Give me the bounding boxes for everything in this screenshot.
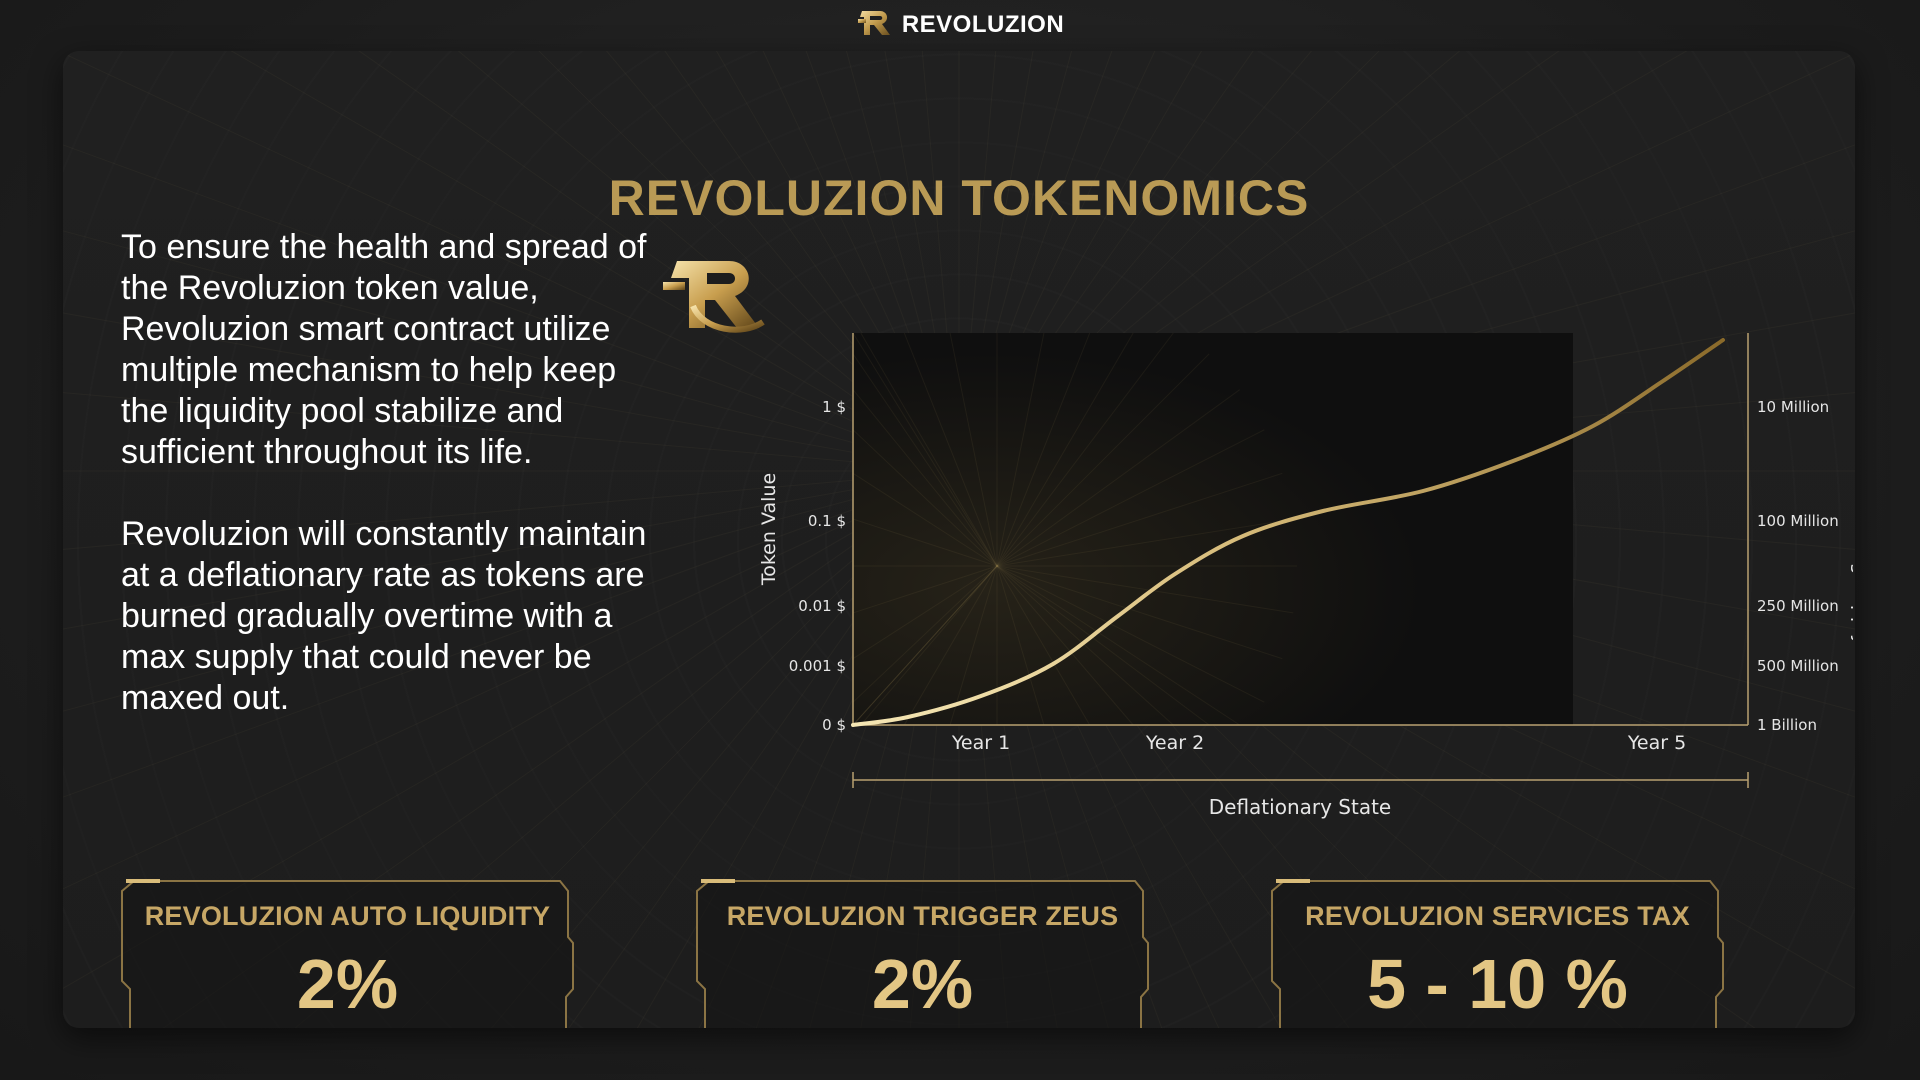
- y2-tick-label: 250 Million: [1757, 597, 1839, 615]
- tax-label: REVOLUZION AUTO LIQUIDITY: [144, 901, 551, 931]
- y-tick-label: 0.001 $: [789, 657, 846, 675]
- x-tick-label: Year 2: [1145, 732, 1204, 754]
- y2-tick-label: 10 Million: [1757, 398, 1829, 416]
- page-title: REVOLUZION TOKENOMICS: [608, 170, 1310, 226]
- y2-tick-label: 1 Billion: [1757, 716, 1817, 734]
- brand[interactable]: REVOLUZION: [856, 5, 1064, 46]
- tax-value: 2%: [871, 945, 974, 1023]
- tax-value: 2%: [296, 945, 399, 1023]
- description: To ensure the health and spread of the R…: [121, 227, 661, 760]
- chart-logo-icon: [663, 261, 765, 333]
- tokenomics-chart: 0 $ 0.001 $ 0.01 $ 0.1 $ 1 $ 1 Billion 500 Mi…: [663, 236, 1855, 836]
- y-axis-label: Token Value: [758, 473, 780, 586]
- plot-area: [853, 333, 1573, 725]
- y2-tick-label: 100 Million: [1757, 512, 1839, 530]
- revoluzion-logo-icon: [856, 5, 894, 46]
- tokenomics-card: REVOLUZION TOKENOMICS To ensure the heal…: [63, 51, 1855, 1028]
- tax-boxes: REVOLUZION AUTO LIQUIDITY 2% REVOLUZION …: [63, 826, 1855, 1028]
- x-tick-label: Year 1: [951, 732, 1010, 754]
- brand-name: REVOLUZION: [901, 11, 1065, 38]
- tax-box-frame: [1271, 879, 1724, 1028]
- tax-box-auto-liquidity: REVOLUZION AUTO LIQUIDITY 2%: [120, 879, 575, 1028]
- tax-value: 5 - 10 %: [1367, 945, 1628, 1023]
- tax-box-services-tax: REVOLUZION SERVICES TAX 5 - 10 %: [1270, 879, 1725, 1028]
- y-tick-label: 1 $: [822, 398, 846, 416]
- x-axis-label: Deflationary State: [1209, 795, 1391, 819]
- y2-tick-label: 500 Million: [1757, 657, 1839, 675]
- y2-axis-label: Circulating Supply: [1850, 473, 1853, 646]
- deflationary-bracket: [852, 772, 1749, 788]
- tax-box-trigger-zeus: REVOLUZION TRIGGER ZEUS 2%: [695, 879, 1150, 1028]
- series-line: [851, 338, 1725, 727]
- tax-box-frame: [121, 879, 574, 1028]
- tax-box-frame: [696, 879, 1149, 1028]
- y-tick-label: 0.1 $: [808, 512, 846, 530]
- description-paragraph-1: To ensure the health and spread of the R…: [121, 228, 647, 471]
- tax-label: REVOLUZION SERVICES TAX: [1305, 901, 1690, 931]
- tax-label: REVOLUZION TRIGGER ZEUS: [726, 901, 1119, 931]
- y-tick-label: 0.01 $: [798, 597, 846, 615]
- chart-svg: 0 $ 0.001 $ 0.01 $ 0.1 $ 1 $ 1 Billion 500 Mi…: [663, 261, 1855, 819]
- top-bar: REVOLUZION: [0, 0, 1920, 50]
- description-paragraph-2: Revoluzion will constantly maintain at a…: [121, 515, 647, 717]
- y-tick-label: 0 $: [822, 716, 846, 734]
- x-tick-label: Year 5: [1627, 732, 1686, 754]
